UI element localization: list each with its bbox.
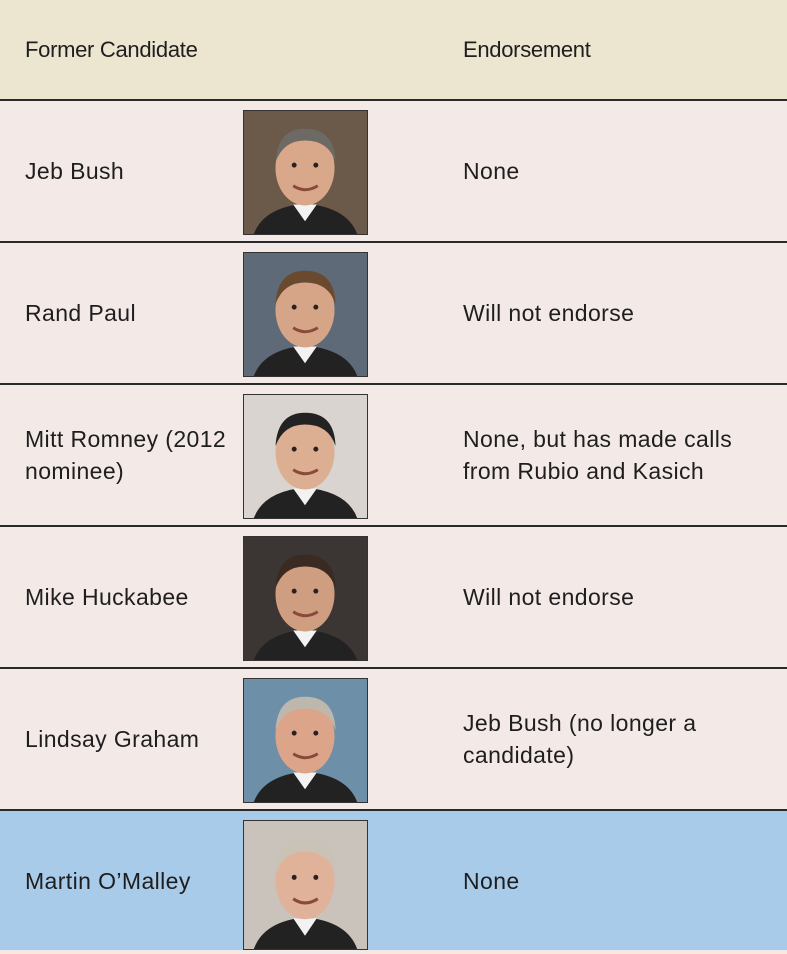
table-row: Mitt Romney (2012 nominee) None, but has…: [0, 385, 787, 527]
table-row: Martin O’Malley None: [0, 811, 787, 950]
candidate-photo: [243, 394, 368, 519]
table-header: Former Candidate Endorsement: [0, 0, 787, 101]
photo-image: [244, 679, 367, 802]
candidate-name: Mike Huckabee: [25, 584, 189, 610]
endorsement: None, but has made calls from Rubio and …: [463, 426, 733, 484]
endorsement: None: [463, 867, 520, 894]
candidate-name: Rand Paul: [25, 300, 137, 326]
endorsement: None: [463, 158, 520, 184]
candidate-photo: [243, 678, 368, 803]
table-row: Lindsay Graham Jeb Bush (no longer a can…: [0, 669, 787, 811]
candidate-name: Lindsay Graham: [25, 726, 200, 752]
table-row: Jeb Bush None: [0, 101, 787, 243]
endorsement: Jeb Bush (no longer a candidate): [463, 710, 697, 768]
column-header: Endorsement: [463, 36, 591, 62]
candidate-name: Jeb Bush: [25, 158, 125, 184]
photo-image: [244, 821, 367, 949]
candidate-photo: [243, 110, 368, 235]
candidate-name: Martin O’Malley: [25, 867, 191, 894]
candidate-photo: [243, 820, 368, 950]
table-row: Rand Paul Will not endorse: [0, 243, 787, 385]
table-body: Jeb Bush None Rand Paul Will not endorse M…: [0, 101, 787, 950]
candidate-photo: [243, 536, 368, 661]
photo-image: [244, 253, 367, 376]
photo-image: [244, 537, 367, 660]
photo-image: [244, 111, 367, 234]
column-header: Former Candidate: [25, 36, 198, 62]
endorsement: Will not endorse: [463, 584, 635, 610]
candidate-name: Mitt Romney (2012 nominee): [25, 426, 227, 484]
photo-image: [244, 395, 367, 518]
candidate-photo: [243, 252, 368, 377]
endorsement: Will not endorse: [463, 300, 635, 326]
table-row: Mike Huckabee Will not endorse: [0, 527, 787, 669]
